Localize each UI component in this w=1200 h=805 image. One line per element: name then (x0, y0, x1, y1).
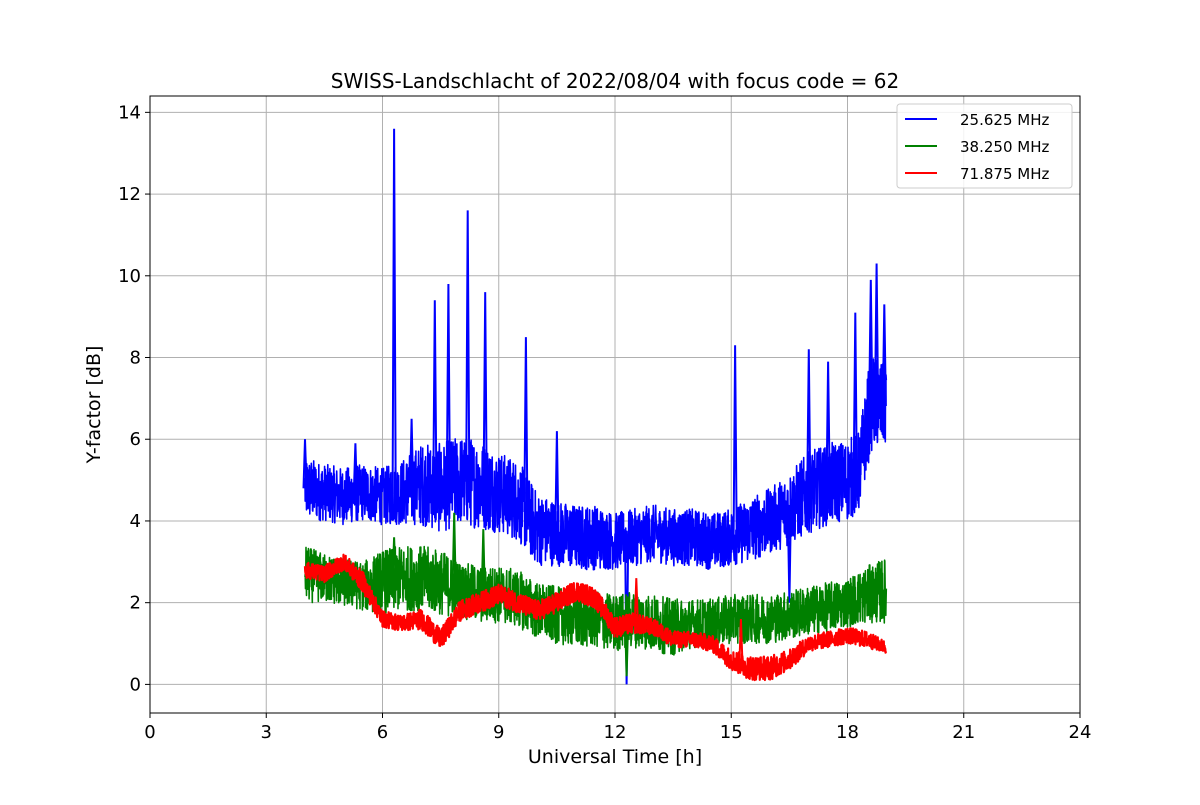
y-tick-label: 8 (130, 348, 141, 369)
legend: 25.625 MHz 38.250 MHz 71.875 MHz (896, 103, 1073, 189)
series-spike (482, 292, 488, 487)
x-tick-label: 21 (952, 722, 975, 743)
y-tick-label: 6 (130, 429, 141, 450)
series-spike (825, 361, 831, 485)
y-tick-label: 0 (130, 674, 141, 695)
series-spike (391, 128, 397, 495)
series-spike (480, 529, 486, 595)
series-spike (451, 512, 457, 589)
series-spike (868, 279, 874, 403)
x-tick-label: 0 (144, 722, 155, 743)
series-spike (302, 439, 308, 489)
x-tick-label: 24 (1069, 722, 1092, 743)
series-spike (554, 431, 560, 534)
series-line-1 (304, 354, 888, 571)
x-tick-label: 12 (604, 722, 627, 743)
y-tick-label: 14 (118, 102, 141, 123)
legend-label: 25.625 MHz (960, 111, 1049, 129)
series-spike (624, 538, 630, 685)
x-tick-label: 6 (377, 722, 388, 743)
y-tick-label: 10 (118, 266, 141, 287)
series-spike (852, 312, 858, 475)
legend-box (896, 103, 1073, 189)
series-spike (432, 300, 438, 488)
series-spike (624, 620, 630, 677)
series-spike (523, 337, 529, 513)
series-spike (633, 578, 639, 624)
legend-label: 38.250 MHz (960, 138, 1049, 156)
series-spike (732, 345, 738, 536)
series-spike (391, 537, 397, 580)
series-line-2 (304, 545, 888, 656)
series-line-3 (303, 553, 888, 682)
series-spike (786, 508, 792, 603)
series-spike (881, 304, 887, 407)
legend-label: 71.875 MHz (960, 165, 1049, 183)
chart-title: SWISS-Landschlacht of 2022/08/04 with fo… (331, 69, 899, 93)
series-spike (445, 283, 451, 486)
series-spike (738, 618, 744, 665)
y-tick-label: 4 (130, 511, 141, 532)
series-spike (465, 210, 471, 482)
y-tick-label: 12 (118, 184, 141, 205)
x-tick-label: 9 (493, 722, 504, 743)
series-spike (352, 443, 358, 495)
series-spike (409, 418, 415, 489)
x-tick-label: 3 (261, 722, 272, 743)
y-tick-label: 2 (130, 593, 141, 614)
x-axis-title: Universal Time [h] (528, 746, 702, 768)
series-spike (874, 263, 880, 405)
series-layer (302, 128, 888, 685)
series-spike (806, 349, 812, 493)
x-tick-label: 18 (836, 722, 859, 743)
x-tick-label: 15 (720, 722, 743, 743)
y-axis-title: Y-factor [dB] (83, 346, 105, 465)
